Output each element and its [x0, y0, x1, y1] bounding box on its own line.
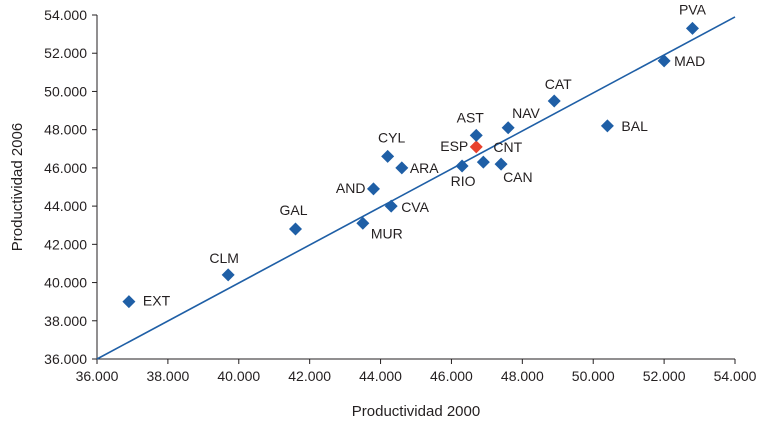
point-label-mur: MUR: [371, 225, 403, 241]
trend-line: [96, 16, 736, 360]
y-tick-label: 36.000: [44, 351, 87, 367]
point-bal: [600, 119, 614, 133]
point-label-bal: BAL: [621, 118, 648, 134]
point-mad: [657, 54, 671, 68]
x-axis-title: Productividad 2000: [352, 403, 480, 420]
point-esp: [469, 140, 483, 154]
y-tick-label: 38.000: [44, 313, 87, 329]
point-cva: [384, 199, 398, 213]
x-tick-label: 50.000: [572, 368, 615, 384]
point-label-can: CAN: [503, 169, 533, 185]
point-ast: [469, 128, 483, 142]
axes: [96, 15, 735, 360]
y-tick-label: 44.000: [44, 198, 87, 214]
point-cat: [547, 94, 561, 108]
x-tick-label: 36.000: [76, 368, 119, 384]
point-label-ast: AST: [457, 109, 485, 125]
x-tick-label: 48.000: [501, 368, 544, 384]
y-tick-label: 48.000: [44, 122, 87, 138]
point-cyl: [381, 149, 395, 163]
x-tick-label: 52.000: [643, 368, 686, 384]
point-cnt: [476, 155, 490, 169]
point-label-and: AND: [336, 180, 366, 196]
y-tick-label: 50.000: [44, 83, 87, 99]
y-axis-ticks: 36.000 38.000 40.000 42.000 44.000 46.000 48.0…: [44, 7, 97, 367]
y-tick-label: 42.000: [44, 236, 87, 252]
data-points: [122, 21, 699, 309]
point-ext: [122, 295, 136, 309]
point-label-mad: MAD: [674, 53, 705, 69]
x-axis-ticks: 36.000 38.000 40.000 42.000 44.000 46.000 48.0…: [76, 359, 757, 384]
point-label-clm: CLM: [209, 250, 239, 266]
point-label-ext: EXT: [143, 293, 171, 309]
x-tick-label: 44.000: [359, 368, 402, 384]
point-and: [366, 182, 380, 196]
y-tick-label: 40.000: [44, 275, 87, 291]
point-can: [494, 157, 508, 171]
x-tick-label: 54.000: [714, 368, 757, 384]
point-ara: [395, 161, 409, 175]
point-rio: [455, 159, 469, 173]
y-tick-label: 54.000: [44, 7, 87, 23]
point-label-esp: ESP: [440, 138, 468, 154]
point-label-cva: CVA: [401, 199, 429, 215]
point-label-rio: RIO: [451, 173, 476, 189]
x-tick-label: 40.000: [217, 368, 260, 384]
point-label-ara: ARA: [410, 160, 439, 176]
point-labels: EXT CLM GAL MUR CVA AND CYL ARA RIO ESP AST CNT CAN N…: [143, 1, 707, 308]
point-label-cyl: CYL: [378, 129, 405, 145]
point-label-nav: NAV: [512, 105, 540, 121]
point-label-cnt: CNT: [493, 139, 522, 155]
y-axis-title: Productividad 2006: [9, 123, 26, 251]
x-tick-label: 46.000: [430, 368, 473, 384]
point-pva: [685, 21, 699, 35]
point-label-pva: PVA: [679, 1, 707, 17]
point-mur: [356, 216, 370, 230]
point-nav: [501, 121, 515, 135]
x-tick-label: 42.000: [288, 368, 331, 384]
point-label-cat: CAT: [545, 76, 572, 92]
point-clm: [221, 268, 235, 282]
y-tick-label: 46.000: [44, 160, 87, 176]
point-label-gal: GAL: [279, 202, 307, 218]
point-gal: [288, 222, 302, 236]
x-tick-label: 38.000: [146, 368, 189, 384]
y-tick-label: 52.000: [44, 45, 87, 61]
